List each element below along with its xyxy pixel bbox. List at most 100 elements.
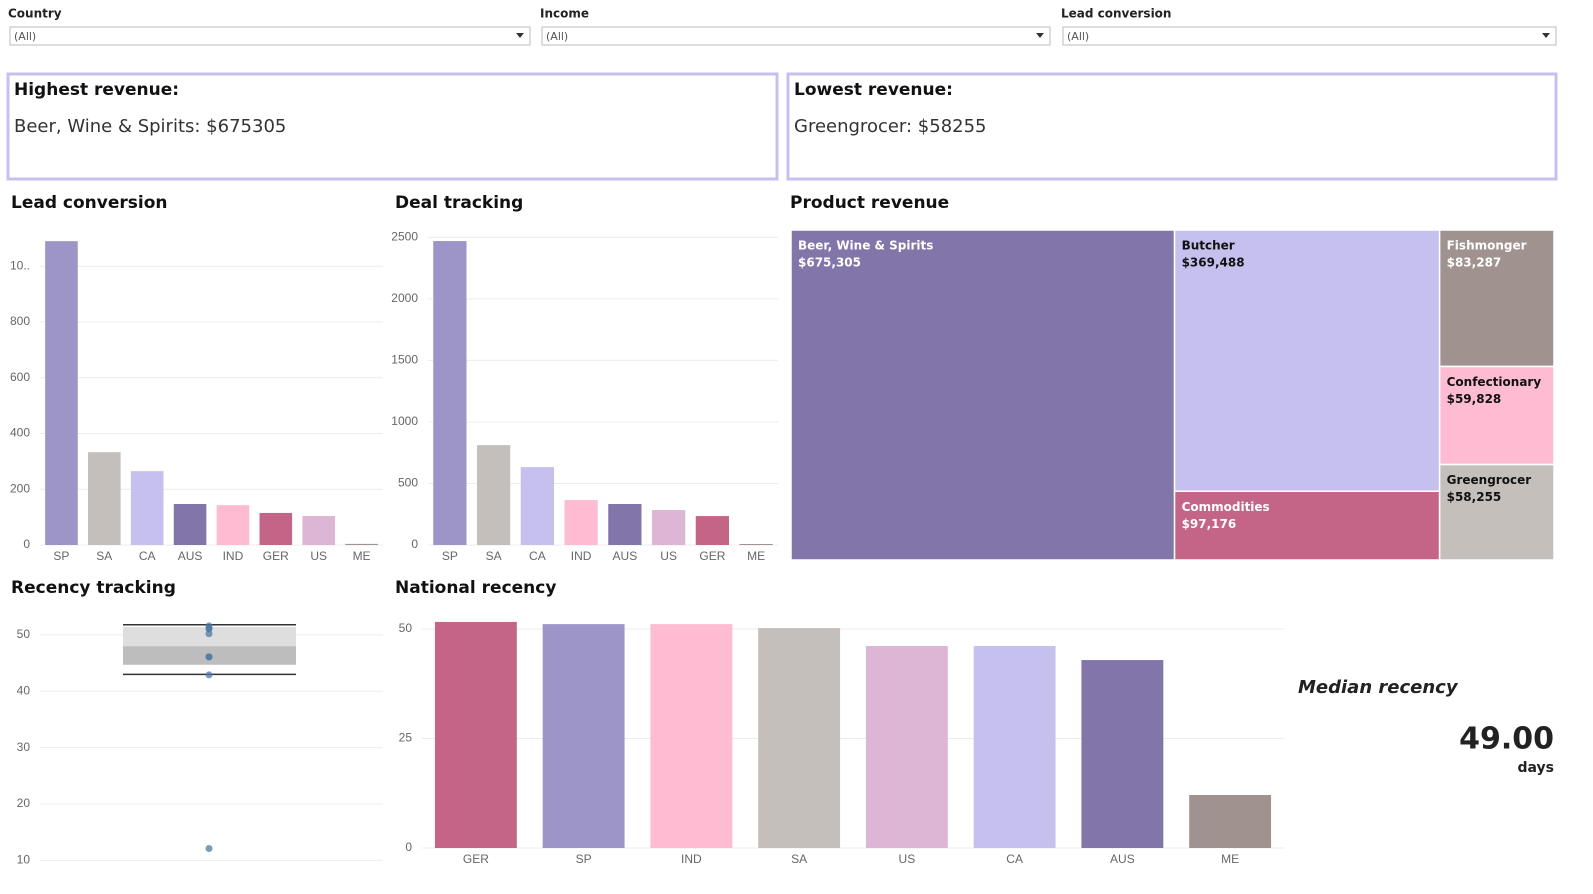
y-tick-label: 0 bbox=[405, 840, 412, 854]
kpi-title: Median recency bbox=[1298, 677, 1459, 698]
dropdown-arrow bbox=[516, 33, 524, 38]
bar bbox=[345, 543, 378, 545]
y-tick-label: 50 bbox=[17, 627, 31, 641]
bar bbox=[973, 646, 1056, 848]
treemap-cell bbox=[1173, 229, 1441, 493]
bar bbox=[434, 621, 517, 848]
filter-dropdown[interactable] bbox=[1062, 26, 1557, 46]
x-tick-label: AUS bbox=[613, 549, 638, 563]
filter-dropdown[interactable] bbox=[9, 26, 531, 46]
bar bbox=[302, 516, 335, 545]
y-tick-label: 50 bbox=[399, 621, 413, 635]
chart-title: National recency bbox=[395, 578, 556, 598]
y-tick-label: 1500 bbox=[391, 353, 418, 367]
bar bbox=[520, 467, 554, 545]
x-tick-label: ME bbox=[353, 549, 371, 563]
y-tick-label: 30 bbox=[17, 740, 31, 754]
dropdown-arrow bbox=[1036, 33, 1044, 38]
filter[interactable]: Income (All) bbox=[540, 7, 1051, 46]
bar bbox=[45, 241, 78, 545]
bar bbox=[865, 646, 948, 848]
bar bbox=[259, 512, 293, 545]
y-tick-label: 40 bbox=[17, 683, 31, 697]
bar bbox=[477, 445, 511, 545]
bar bbox=[564, 500, 598, 545]
filter-label: Lead conversion bbox=[1061, 7, 1171, 21]
bar bbox=[1189, 794, 1272, 848]
x-tick-label: US bbox=[310, 549, 327, 563]
bar bbox=[130, 471, 164, 545]
x-tick-label: CA bbox=[139, 549, 156, 563]
point bbox=[205, 845, 213, 853]
cell-value: $369,488 bbox=[1182, 256, 1245, 270]
y-tick-label: 200 bbox=[10, 481, 30, 495]
highlight-title: Lowest revenue: bbox=[794, 80, 953, 100]
x-tick-label: GER bbox=[699, 549, 725, 563]
cell-label: Beer, Wine & Spirits bbox=[798, 239, 933, 253]
x-tick-label: AUS bbox=[1110, 852, 1135, 866]
bar bbox=[650, 624, 733, 848]
filter-label: Country bbox=[8, 7, 62, 21]
y-tick-label: 1000 bbox=[391, 414, 418, 428]
x-tick-label: ME bbox=[1221, 852, 1239, 866]
y-tick-label: 20 bbox=[17, 796, 31, 810]
y-tick-label: 25 bbox=[399, 731, 413, 745]
y-tick-label: 600 bbox=[10, 370, 30, 384]
bar bbox=[758, 628, 841, 848]
x-tick-label: IND bbox=[571, 549, 592, 563]
x-tick-label: US bbox=[899, 852, 916, 866]
chart-title: Recency tracking bbox=[11, 578, 176, 598]
chart-title: Product revenue bbox=[790, 193, 949, 213]
y-tick-label: 800 bbox=[10, 314, 30, 328]
cell-value: $83,287 bbox=[1447, 256, 1502, 270]
cell-value: $59,828 bbox=[1447, 392, 1502, 406]
treemap-cell bbox=[1173, 490, 1441, 561]
y-tick-label: 500 bbox=[398, 476, 418, 490]
bar bbox=[542, 624, 625, 848]
x-tick-label: GER bbox=[463, 852, 489, 866]
treemap-cell bbox=[790, 229, 1176, 561]
bar bbox=[695, 516, 729, 545]
cell-value: $97,176 bbox=[1182, 517, 1237, 531]
highlight-text: Beer, Wine & Spirits: $675305 bbox=[14, 116, 286, 137]
cell-label: Greengrocer bbox=[1447, 473, 1532, 487]
y-tick-label: 2500 bbox=[391, 230, 418, 244]
bar bbox=[173, 504, 207, 545]
chart-title: Lead conversion bbox=[11, 193, 168, 213]
y-tick-label: 0 bbox=[23, 537, 30, 551]
y-tick-label: 0 bbox=[411, 537, 418, 551]
cell-label: Confectionary bbox=[1447, 375, 1542, 389]
filter[interactable]: Lead conversion (All) bbox=[1061, 7, 1557, 46]
filter-value: (All) bbox=[1067, 30, 1089, 43]
bar bbox=[1081, 660, 1164, 848]
y-tick-label: 10.. bbox=[10, 258, 30, 272]
cell-value: $58,255 bbox=[1447, 490, 1502, 504]
chart-title: Deal tracking bbox=[395, 193, 523, 213]
x-tick-label: CA bbox=[1006, 852, 1023, 866]
x-tick-label: IND bbox=[681, 852, 702, 866]
bar bbox=[652, 510, 686, 545]
cell-label: Fishmonger bbox=[1447, 239, 1527, 253]
filter-value: (All) bbox=[14, 30, 36, 43]
x-tick-label: GER bbox=[263, 549, 289, 563]
cell-label: Commodities bbox=[1182, 500, 1270, 514]
x-tick-label: SP bbox=[53, 549, 69, 563]
bar bbox=[739, 544, 773, 546]
filter-dropdown[interactable] bbox=[541, 26, 1051, 46]
x-tick-label: SA bbox=[96, 549, 112, 563]
bar bbox=[433, 241, 467, 545]
bar bbox=[216, 505, 250, 545]
point bbox=[205, 653, 213, 661]
highlight-text: Greengrocer: $58255 bbox=[794, 116, 987, 137]
kpi-value: 49.00 bbox=[1459, 722, 1554, 757]
x-tick-label: SA bbox=[791, 852, 807, 866]
filter-value: (All) bbox=[546, 30, 568, 43]
kpi-unit: days bbox=[1518, 760, 1555, 776]
point bbox=[205, 671, 213, 679]
y-tick-label: 2000 bbox=[391, 291, 418, 305]
x-tick-label: SA bbox=[486, 549, 502, 563]
bar bbox=[88, 452, 121, 545]
treemap-cell bbox=[1438, 463, 1555, 561]
filter[interactable]: Country (All) bbox=[8, 7, 531, 46]
